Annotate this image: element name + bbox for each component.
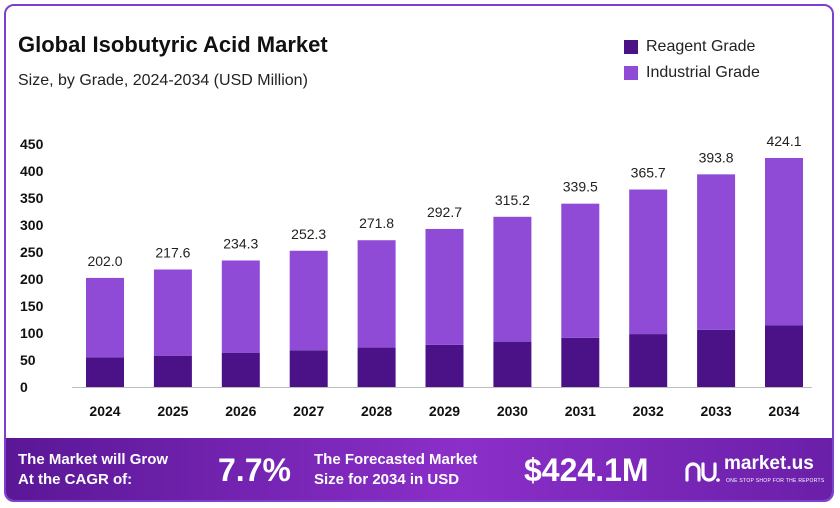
footer-banner: The Market will Grow At the CAGR of: 7.7… bbox=[6, 438, 832, 500]
bar-total-label: 424.1 bbox=[766, 133, 801, 149]
x-tick-label: 2031 bbox=[565, 403, 596, 419]
bar-chart: 0 50 100 150 200 250 300 350 400 450 202.0 2024 217.… bbox=[20, 133, 812, 419]
bar-total-label: 365.7 bbox=[631, 165, 666, 181]
bar-industrial-grade bbox=[561, 203, 600, 338]
bar-total-label: 292.7 bbox=[427, 204, 462, 220]
bar-total-label: 271.8 bbox=[359, 215, 394, 231]
brand-name: market.us bbox=[724, 453, 814, 474]
y-tick-label: 0 bbox=[20, 379, 28, 395]
x-tick-label: 2032 bbox=[633, 403, 664, 419]
y-tick-label: 450 bbox=[20, 136, 44, 152]
bar-total-label: 315.2 bbox=[495, 192, 530, 208]
bar-reagent-grade bbox=[153, 355, 192, 387]
x-tick-label: 2028 bbox=[361, 403, 392, 419]
bar-reagent-grade bbox=[289, 350, 328, 387]
x-tick-label: 2024 bbox=[89, 403, 120, 419]
legend: Reagent Grade Industrial Grade bbox=[624, 34, 760, 86]
bar-reagent-grade bbox=[425, 344, 464, 387]
bar-reagent-grade bbox=[221, 352, 260, 387]
x-tick-label: 2025 bbox=[157, 403, 188, 419]
x-tick-label: 2033 bbox=[701, 403, 732, 419]
x-tick-label: 2029 bbox=[429, 403, 460, 419]
bar-industrial-grade bbox=[765, 157, 803, 326]
bar-reagent-grade bbox=[697, 329, 736, 387]
bar-reagent-grade bbox=[86, 357, 124, 387]
y-tick-label: 200 bbox=[20, 271, 44, 287]
legend-swatch-industrial-grade bbox=[624, 66, 638, 80]
bar-industrial-grade bbox=[697, 174, 736, 330]
bar-total-label: 252.3 bbox=[291, 226, 326, 242]
bar-industrial-grade bbox=[425, 228, 464, 345]
bar-total-label: 393.8 bbox=[699, 149, 734, 165]
bar-industrial-grade bbox=[629, 189, 668, 335]
x-tick-label: 2026 bbox=[225, 403, 256, 419]
bar-reagent-grade bbox=[765, 325, 803, 387]
cagr-label: The Market will Grow At the CAGR of: bbox=[18, 450, 168, 490]
forecast-value: $424.1M bbox=[524, 452, 649, 488]
forecast-label-line1: The Forecasted Market bbox=[314, 451, 478, 468]
chart-title: Global Isobutyric Acid Market bbox=[18, 32, 328, 57]
bar-reagent-grade bbox=[561, 337, 600, 387]
legend-label-reagent-grade: Reagent Grade bbox=[646, 38, 756, 55]
x-tick-label: 2034 bbox=[768, 403, 799, 419]
bar-industrial-grade bbox=[153, 269, 192, 356]
y-tick-label: 350 bbox=[20, 190, 44, 206]
legend-swatch-reagent-grade bbox=[624, 40, 638, 54]
y-tick-label: 250 bbox=[20, 244, 44, 260]
y-tick-label: 150 bbox=[20, 298, 44, 314]
bar-industrial-grade bbox=[357, 240, 396, 348]
bar-industrial-grade bbox=[221, 260, 260, 353]
bar-total-label: 202.0 bbox=[87, 253, 122, 269]
y-tick-label: 300 bbox=[20, 217, 44, 233]
bar-total-label: 339.5 bbox=[563, 179, 598, 195]
x-tick-label: 2027 bbox=[293, 403, 324, 419]
bar-reagent-grade bbox=[357, 347, 396, 387]
chart-card: Global Isobutyric Acid Market Size, by G… bbox=[4, 4, 834, 502]
brand-tagline: ONE STOP SHOP FOR THE REPORTS bbox=[726, 478, 825, 484]
bar-reagent-grade bbox=[493, 341, 532, 387]
market-us-logo-icon bbox=[685, 462, 720, 482]
y-tick-label: 100 bbox=[20, 325, 44, 341]
bar-reagent-grade bbox=[629, 334, 668, 387]
bar-industrial-grade bbox=[86, 277, 124, 358]
cagr-label-line1: The Market will Grow bbox=[18, 451, 169, 468]
legend-item-reagent-grade: Reagent Grade bbox=[624, 34, 760, 60]
bar-total-label: 234.3 bbox=[223, 235, 258, 251]
bar-total-label: 217.6 bbox=[155, 244, 190, 260]
bar-industrial-grade bbox=[289, 250, 328, 351]
cagr-label-line2: At the CAGR of: bbox=[18, 471, 133, 488]
bar-industrial-grade bbox=[493, 216, 532, 342]
y-tick-label: 50 bbox=[20, 352, 36, 368]
cagr-value: 7.7% bbox=[218, 452, 291, 488]
legend-item-industrial-grade: Industrial Grade bbox=[624, 60, 760, 86]
x-tick-label: 2030 bbox=[497, 403, 528, 419]
forecast-label: The Forecasted Market Size for 2034 in U… bbox=[314, 450, 477, 490]
y-tick-label: 400 bbox=[20, 163, 44, 179]
chart-subtitle: Size, by Grade, 2024-2034 (USD Million) bbox=[18, 72, 308, 89]
legend-label-industrial-grade: Industrial Grade bbox=[646, 64, 760, 81]
forecast-label-line2: Size for 2034 in USD bbox=[314, 471, 460, 488]
